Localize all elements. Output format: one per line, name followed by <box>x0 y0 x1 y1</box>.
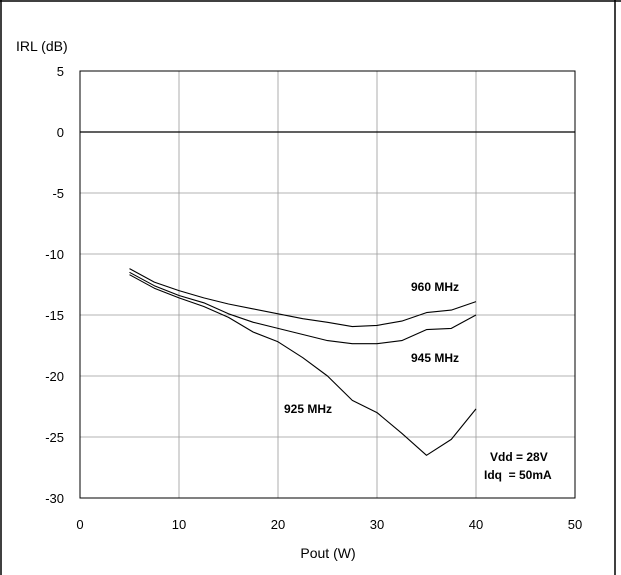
y-tick-label-3: -10 <box>45 247 64 262</box>
grid-lines <box>79 70 576 499</box>
y-tick-label-7: -30 <box>45 491 64 506</box>
x-tick-label-0: 0 <box>76 517 83 532</box>
x-tick-label-3: 30 <box>370 517 384 532</box>
y-axis-title: IRL (dB) <box>16 38 68 54</box>
x-axis-title: Pout (W) <box>300 545 355 561</box>
y-tick-label-5: -20 <box>45 369 64 384</box>
y-tick-label-6: -25 <box>45 430 64 445</box>
y-tick-label-1: 0 <box>57 125 64 140</box>
y-tick-label-2: -5 <box>52 186 64 201</box>
x-tick-label-2: 20 <box>271 517 285 532</box>
condition-idq: Idq = 50mA <box>484 468 552 482</box>
series-line-925-mhz <box>129 274 477 456</box>
x-tick-label-4: 40 <box>469 517 483 532</box>
plot-area-border <box>79 70 576 499</box>
series-label-945: 945 MHz <box>411 351 459 365</box>
y-tick-label-4: -15 <box>45 308 64 323</box>
series-label-925: 925 MHz <box>284 402 332 416</box>
series-line-945-mhz <box>129 271 477 345</box>
series-line-960-mhz <box>129 268 477 328</box>
series-label-960: 960 MHz <box>411 280 459 294</box>
y-tick-label-0: 5 <box>57 64 64 79</box>
x-tick-label-1: 10 <box>172 517 186 532</box>
x-tick-label-5: 50 <box>568 517 582 532</box>
series-lines <box>129 268 477 456</box>
condition-vdd: Vdd = 28V <box>490 450 548 464</box>
